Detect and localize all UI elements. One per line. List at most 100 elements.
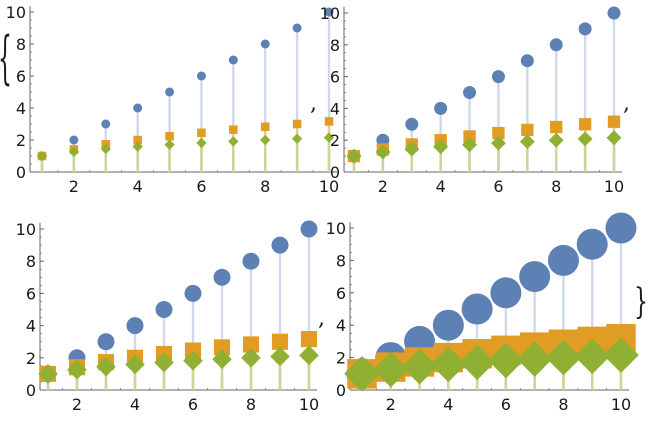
y-tick-label: 2: [26, 349, 36, 368]
diamond-point: [100, 143, 111, 155]
x-tick-label: 8: [260, 177, 270, 196]
diamond-point: [462, 137, 478, 153]
circle-point: [69, 135, 79, 145]
square-point: [492, 126, 505, 140]
y-tick-label: 0: [336, 381, 346, 400]
circle-point: [196, 71, 206, 81]
square-point: [521, 123, 534, 137]
square-point: [133, 135, 142, 145]
circle-point: [519, 261, 551, 293]
diamond-point: [260, 134, 271, 146]
square-point: [550, 120, 563, 134]
square-point: [229, 125, 238, 134]
diamond-point: [488, 342, 524, 379]
diamond-point: [164, 139, 175, 150]
circle-point: [520, 54, 534, 68]
circle-point: [578, 22, 592, 36]
diamond-point: [291, 133, 303, 144]
x-tick-label: 6: [493, 177, 503, 196]
y-tick-label: 6: [330, 68, 340, 87]
list-separator-1: ,: [310, 91, 317, 116]
square-point: [292, 119, 302, 129]
diamond-point: [183, 350, 203, 371]
y-tick-label: 8: [330, 36, 340, 55]
diamond-point: [430, 346, 467, 383]
y-tick-label: 2: [330, 131, 340, 150]
square-point: [271, 333, 289, 350]
x-tick-label: 10: [319, 177, 339, 196]
circle-point: [405, 117, 419, 131]
diamond-point: [490, 135, 506, 151]
diamond-point: [519, 134, 535, 150]
x-tick-label: 6: [188, 395, 198, 414]
circle-point: [547, 244, 579, 276]
circle-point: [271, 236, 289, 254]
x-tick-label: 8: [551, 177, 561, 196]
diamond-point: [323, 132, 335, 143]
x-tick-label: 2: [72, 395, 82, 414]
y-tick-label: 6: [16, 67, 26, 86]
diamond-point: [38, 364, 58, 384]
x-tick-label: 10: [611, 395, 631, 414]
diamond-point: [516, 341, 553, 377]
y-tick-label: 8: [26, 252, 36, 271]
diamond-point: [270, 346, 290, 367]
list-open-brace: {: [0, 25, 12, 91]
square-point: [578, 118, 592, 131]
circle-point: [184, 284, 202, 302]
diamond-point: [299, 345, 319, 366]
y-tick-label: 0: [330, 163, 340, 182]
square-point: [165, 131, 174, 141]
diamond-point: [603, 337, 639, 373]
diamond-point: [375, 144, 391, 160]
y-tick-label: 10: [326, 219, 346, 238]
x-tick-label: 2: [69, 177, 79, 196]
square-point: [242, 336, 260, 353]
diamond-point: [241, 348, 261, 368]
diamond-point: [346, 148, 362, 164]
y-tick-label: 4: [16, 99, 26, 118]
circle-point: [126, 317, 144, 335]
x-tick-label: 6: [501, 395, 511, 414]
square-point: [300, 331, 318, 348]
square-point: [213, 339, 231, 356]
diamond-point: [574, 338, 611, 375]
diamond-point: [459, 344, 495, 381]
diamond-point: [372, 351, 409, 388]
y-tick-label: 6: [26, 284, 36, 303]
diamond-point: [68, 146, 80, 158]
circle-point: [607, 6, 621, 20]
diamond-point: [548, 132, 564, 148]
circle-point: [463, 86, 477, 99]
circle-point: [432, 309, 464, 341]
circle-point: [434, 101, 448, 115]
square-point: [463, 130, 476, 143]
circle-point: [97, 333, 115, 351]
x-tick-label: 8: [558, 395, 568, 414]
circle-point: [213, 268, 231, 286]
circle-point: [490, 277, 522, 309]
diamond-point: [344, 355, 380, 392]
diamond-point: [36, 150, 48, 162]
diamond-point: [401, 348, 438, 385]
circle-point: [576, 228, 608, 260]
square-point: [197, 128, 206, 138]
circle-point: [491, 70, 505, 84]
diamond-point: [404, 141, 420, 157]
list-separator-2: ,: [623, 91, 630, 116]
x-tick-label: 2: [386, 395, 396, 414]
x-tick-label: 10: [604, 177, 624, 196]
list-separator-3: ,: [318, 306, 325, 331]
circle-point: [260, 39, 270, 49]
diamond-point: [196, 137, 207, 149]
x-tick-label: 6: [196, 177, 206, 196]
circle-point: [324, 7, 334, 17]
x-tick-label: 4: [443, 395, 453, 414]
circle-point: [101, 119, 111, 129]
y-tick-label: 0: [16, 163, 26, 182]
y-tick-label: 8: [16, 35, 26, 54]
